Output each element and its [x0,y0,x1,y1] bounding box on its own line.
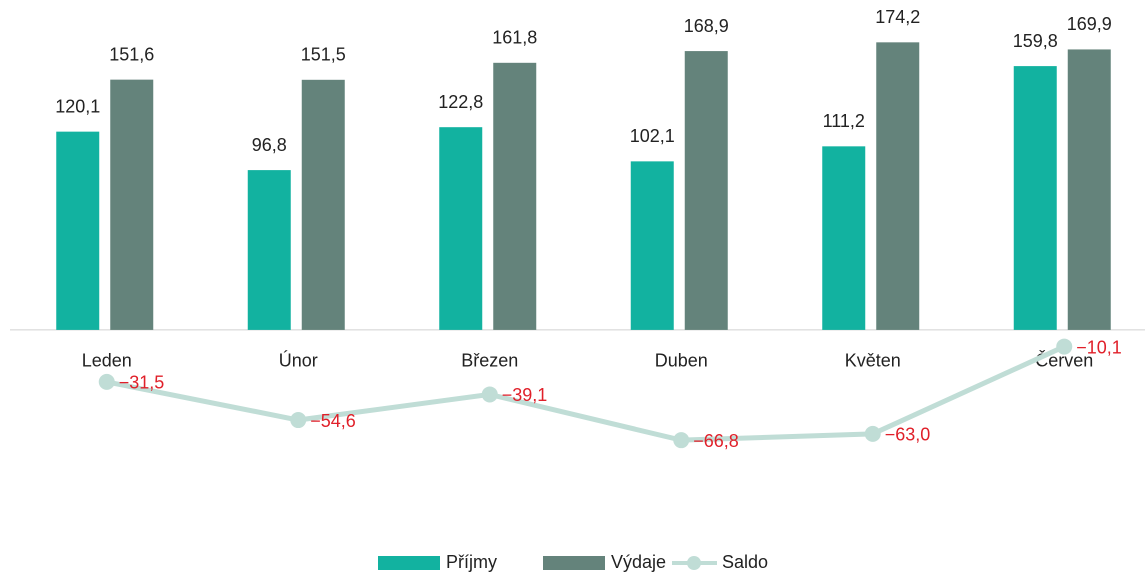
saldo-line [106,344,1066,443]
saldo-marker [864,425,881,442]
legend-label: Příjmy [446,552,497,572]
bar-value-label: 102,1 [630,126,675,146]
line-value-label: −54,6 [310,411,356,431]
saldo-marker [98,373,115,390]
bar-value-label: 161,8 [492,28,537,48]
x-tick-label: Květen [845,351,901,371]
saldo-marker [673,432,690,449]
legend-marker [687,556,701,570]
bar [110,79,154,330]
saldo-marker [290,412,307,429]
legend-label: Výdaje [611,552,666,572]
bar [630,161,674,330]
legend-swatch [378,556,440,570]
bar [822,146,866,330]
bar-value-label: 122,8 [438,92,483,112]
line-value-label: −10,1 [1076,337,1122,357]
bar [493,62,537,330]
legend-swatch [543,556,605,570]
bar-value-label: 174,2 [875,7,920,27]
bar-value-label: 168,9 [684,16,729,36]
bar [247,170,291,330]
bar [684,51,728,330]
line-value-label: −31,5 [119,373,165,393]
bar-value-label: 151,5 [301,45,346,65]
line-value-label: −66,8 [693,431,739,451]
bar [301,79,345,330]
x-tick-label: Únor [279,350,318,371]
bar [439,127,483,330]
bar [56,131,100,330]
saldo-marker [1056,338,1073,355]
legend-label: Saldo [722,552,768,572]
line-value-label: −39,1 [502,385,548,405]
bar [876,42,920,330]
bar-value-label: 169,9 [1067,14,1112,34]
x-tick-label: Březen [461,351,518,371]
line-value-label: −63,0 [885,425,931,445]
saldo-marker [481,386,498,403]
bar [1013,66,1057,330]
x-tick-label: Duben [655,351,708,371]
bar-value-label: 120,1 [55,96,100,116]
bar-value-label: 159,8 [1013,31,1058,51]
bar-value-label: 96,8 [252,135,287,155]
x-tick-label: Leden [82,351,132,371]
bar [1067,49,1111,330]
bar-value-label: 151,6 [109,44,154,64]
bar-value-label: 111,2 [823,111,865,131]
